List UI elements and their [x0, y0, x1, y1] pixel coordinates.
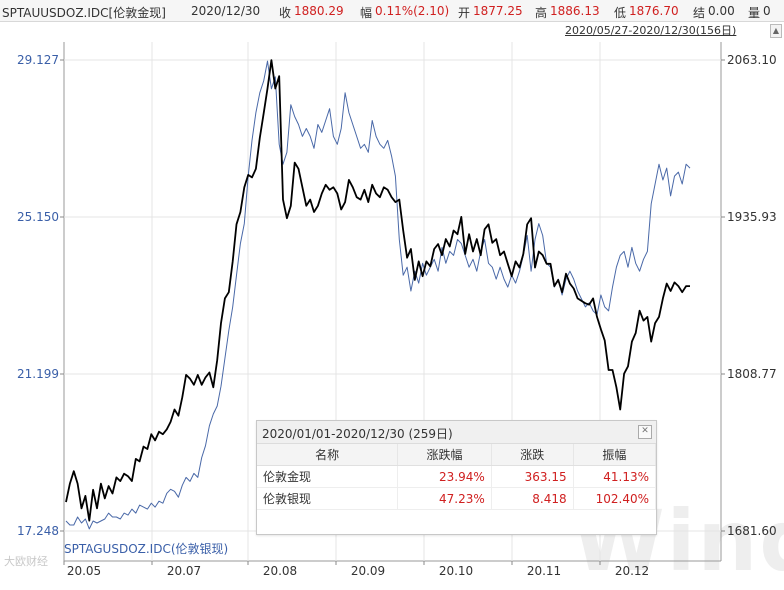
change-value: 0.11%(2.10) [375, 4, 450, 18]
source-watermark: 大欧财经 [4, 555, 48, 568]
close-label: 收 [279, 6, 292, 20]
high-label: 高 [535, 6, 548, 20]
left-tick-label: 17.248 [17, 524, 59, 538]
col-pct-header: 涨跌幅 [397, 444, 492, 466]
row-chg: 8.418 [491, 487, 574, 510]
row-amp: 41.13% [573, 465, 657, 488]
right-tick-label: 1935.93 [727, 210, 777, 224]
left-tick-label: 25.150 [17, 210, 59, 224]
stats-table-header: 名称 涨跌幅 涨跌 振幅 [257, 444, 657, 466]
col-amp-header: 振幅 [573, 444, 657, 466]
quote-header: SPTAUUSDOZ.IDC[伦敦金现] 2020/12/30 收 1880.2… [0, 0, 784, 22]
x-tick-label: 20.12 [615, 564, 649, 578]
volume-label: 量 [748, 6, 761, 20]
row-pct: 47.23% [397, 487, 492, 510]
change-label: 幅 [360, 6, 373, 20]
gold-price-line [65, 59, 690, 522]
right-tick-label: 1808.77 [727, 367, 777, 381]
x-tick-label: 20.07 [167, 564, 201, 578]
open-label: 开 [458, 6, 471, 20]
row-chg: 363.15 [491, 465, 574, 488]
open-value: 1877.25 [473, 4, 523, 18]
right-tick-label: 2063.10 [727, 53, 777, 67]
silver-series-label: SPTAGUSDOZ.IDC(伦敦银现) [64, 542, 229, 556]
close-value: 1880.29 [294, 4, 344, 18]
stats-table: 名称 涨跌幅 涨跌 振幅 伦敦金现 23.94% 363.15 41.13% 伦… [257, 444, 657, 510]
date-range-link[interactable]: 2020/05/27-2020/12/30(156日) [565, 24, 737, 37]
low-label: 低 [614, 6, 627, 20]
volume-value: 0 [763, 4, 771, 18]
col-name-header: 名称 [257, 444, 399, 466]
high-value: 1886.13 [550, 4, 600, 18]
row-amp: 102.40% [573, 487, 657, 510]
settle-label: 结 [693, 6, 706, 20]
table-row[interactable]: 伦敦金现 23.94% 363.15 41.13% [257, 465, 657, 488]
scroll-up-icon[interactable]: ▲ [770, 24, 782, 38]
stats-popup-header[interactable]: 2020/01/01-2020/12/30 (259日) ✕ [257, 421, 656, 444]
symbol-label[interactable]: SPTAUUSDOZ.IDC[伦敦金现] [2, 6, 166, 20]
x-tick-label: 20.11 [527, 564, 561, 578]
table-row[interactable]: 伦敦银现 47.23% 8.418 102.40% [257, 487, 657, 510]
col-chg-header: 涨跌 [491, 444, 574, 466]
left-tick-label: 21.199 [17, 367, 59, 381]
row-name: 伦敦金现 [257, 465, 399, 488]
silver-price-line [65, 60, 691, 530]
left-tick-label: 29.127 [17, 53, 59, 67]
x-tick-label: 20.08 [263, 564, 297, 578]
x-tick-label: 20.05 [67, 564, 101, 578]
x-tick-label: 20.10 [439, 564, 473, 578]
low-value: 1876.70 [629, 4, 679, 18]
stats-popup[interactable]: 2020/01/01-2020/12/30 (259日) ✕ 名称 涨跌幅 涨跌… [256, 420, 657, 535]
quote-date: 2020/12/30 [191, 4, 261, 18]
row-name: 伦敦银现 [257, 487, 399, 510]
right-tick-label: 1681.60 [727, 524, 777, 538]
stats-popup-title: 2020/01/01-2020/12/30 (259日) [262, 427, 453, 441]
settle-value: 0.00 [708, 4, 735, 18]
row-pct: 23.94% [397, 465, 492, 488]
x-tick-label: 20.09 [351, 564, 385, 578]
close-icon[interactable]: ✕ [638, 425, 652, 439]
